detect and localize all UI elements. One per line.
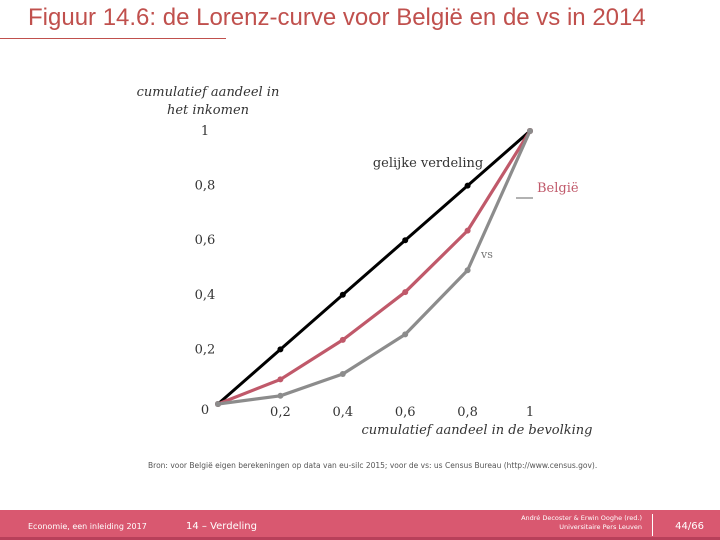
x-tick-label: 0,2 xyxy=(270,405,291,420)
y-tick-label: 0,4 xyxy=(195,288,216,303)
data-point xyxy=(339,370,346,377)
y-axis-label-line1: cumulatief aandeel in xyxy=(137,85,280,100)
data-point xyxy=(277,376,284,383)
x-tick-label: 0,6 xyxy=(395,405,416,420)
y-tick-label: 1 xyxy=(201,124,209,139)
data-point xyxy=(464,227,471,234)
data-point xyxy=(402,237,409,244)
footer-bottom-line xyxy=(0,537,720,540)
y-tick-label: 0,8 xyxy=(195,179,216,194)
slide-title: Figuur 14.6: de Lorenz-curve voor België… xyxy=(28,4,646,31)
legend-belgium-label: België xyxy=(537,181,579,196)
data-point xyxy=(277,346,284,353)
footer-chapter: 14 – Verdeling xyxy=(186,521,257,532)
footer-authors-line2: Universitaire Pers Leuven xyxy=(559,523,642,531)
x-tick-label: 0,8 xyxy=(457,405,478,420)
x-tick-label: 1 xyxy=(526,405,534,420)
series-line-1 xyxy=(217,130,532,406)
footer-separator xyxy=(652,514,653,536)
source-note: Bron: voor België eigen berekeningen op … xyxy=(148,461,598,470)
data-point xyxy=(464,182,471,189)
data-point xyxy=(464,267,471,274)
series-line-2 xyxy=(217,130,532,406)
page-number: 44/66 xyxy=(675,521,704,532)
legend-equal-label: gelijke verdeling xyxy=(373,156,483,171)
legend-vs-label: vs xyxy=(480,248,493,261)
data-point xyxy=(339,336,346,343)
data-point xyxy=(277,392,284,399)
data-point xyxy=(527,128,533,134)
footer-authors-line1: André Decoster & Erwin Ooghe (red.) xyxy=(521,514,642,522)
origin-tick-label: 0 xyxy=(201,403,209,418)
data-point xyxy=(402,289,409,296)
data-point xyxy=(339,291,346,298)
title-underline xyxy=(0,38,226,39)
y-axis-label-line2: het inkomen xyxy=(167,103,249,118)
series-line-0 xyxy=(217,129,531,406)
x-tick-label: 0,4 xyxy=(332,405,353,420)
footer-bar: Economie, een inleiding 2017 14 – Verdel… xyxy=(0,510,720,540)
footer-book-title: Economie, een inleiding 2017 xyxy=(28,522,147,531)
data-point xyxy=(402,331,409,338)
footer-authors: André Decoster & Erwin Ooghe (red.) Univ… xyxy=(521,514,642,532)
y-tick-label: 0,2 xyxy=(195,342,216,357)
y-tick-label: 0,6 xyxy=(195,233,216,248)
x-axis-label: cumulatief aandeel in de bevolking xyxy=(361,423,592,438)
lorenz-chart: 0 0,2 0,4 0,6 0,8 1 0,2 0,4 0,6 0,8 1 cumulatief a… xyxy=(137,85,593,438)
data-point xyxy=(215,401,221,407)
